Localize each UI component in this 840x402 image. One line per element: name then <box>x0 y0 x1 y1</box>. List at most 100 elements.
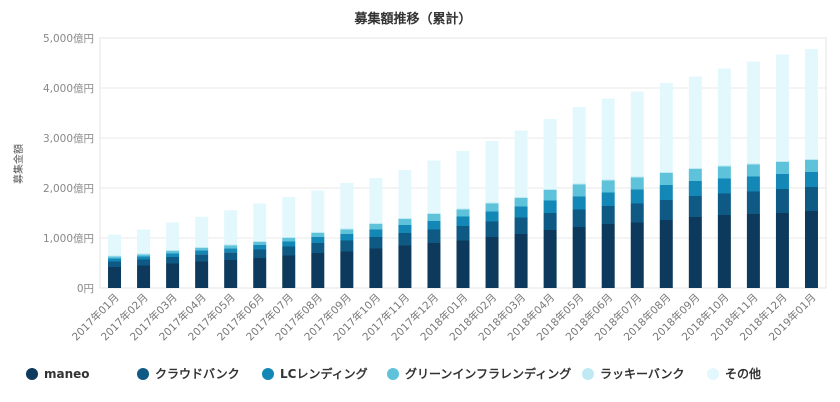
bar-segment <box>340 234 354 241</box>
bar-segment <box>630 177 644 190</box>
legend-marker <box>137 368 149 380</box>
bar-segment <box>659 83 673 172</box>
bar-segment <box>456 226 470 241</box>
legend-label: クラウドバンク <box>155 367 240 381</box>
bar-segment <box>601 206 615 224</box>
bar-segment <box>601 179 615 181</box>
bar-segment <box>195 254 209 262</box>
x-axis-ticks: 2017年01月2017年02月2017年03月2017年04月2017年05月… <box>69 291 818 343</box>
bar-segment <box>427 213 441 214</box>
bar-segment <box>137 253 151 255</box>
bar-segment <box>688 169 702 181</box>
bar-segment <box>630 91 644 177</box>
bar-segment <box>688 217 702 288</box>
bar-segment <box>137 265 151 288</box>
bar-segment <box>166 250 180 251</box>
bar-segment <box>340 240 354 252</box>
y-tick-label: 0円 <box>77 283 94 295</box>
bar-segment <box>224 260 238 288</box>
bar-segment <box>717 165 731 167</box>
bar-segment <box>224 252 238 260</box>
legend-item[interactable]: LCレンディング <box>262 366 368 381</box>
bar-segment <box>630 189 644 204</box>
bar-segment <box>485 203 499 212</box>
bar-segment <box>746 214 760 288</box>
bar-segment <box>369 229 383 237</box>
legend-label: ラッキーバンク <box>600 367 684 381</box>
bar-segment <box>804 160 818 172</box>
bar-segment <box>398 225 412 233</box>
legend-item[interactable]: グリーンインフラレンディング <box>387 366 571 381</box>
legend-item[interactable]: その他 <box>707 366 761 381</box>
bar-segment <box>717 68 731 166</box>
bar-segment <box>137 256 151 260</box>
bar-segment <box>572 184 586 197</box>
bar-segment <box>514 206 528 218</box>
bar-segment <box>108 256 122 259</box>
bar-segment <box>543 213 557 230</box>
legend: maneo クラウドバンク LCレンディング グリーンインフラレンディング ラッキーバン… <box>26 366 761 381</box>
bar-segment <box>282 246 296 256</box>
bar-segment <box>630 176 644 178</box>
bar-segment <box>717 193 731 215</box>
bar-segment <box>514 197 528 198</box>
bar-segment <box>369 237 383 249</box>
bar-segment <box>659 185 673 200</box>
bar-segment <box>572 107 586 184</box>
bar-segment <box>804 49 818 159</box>
y-axis-ticks: 0円 1,000億円 2,000億円 3,000億円 4,000億円 5,000億円 <box>43 32 94 295</box>
bar-segment <box>398 170 412 218</box>
bar-segment <box>601 192 615 206</box>
bar-segment <box>456 240 470 288</box>
bar-segment <box>746 61 760 164</box>
bar-segment <box>688 76 702 168</box>
legend-marker <box>387 368 399 380</box>
legend-item[interactable]: ラッキーバンク <box>582 367 684 381</box>
bar-segment <box>398 218 412 219</box>
bar-segment <box>282 237 296 238</box>
bar-segment <box>775 189 789 213</box>
bar-segment <box>688 168 702 169</box>
bar-segment <box>804 159 818 160</box>
bar-segment <box>717 215 731 288</box>
bar-segment <box>224 248 238 253</box>
bar-segment <box>253 245 267 250</box>
bar-segment <box>804 211 818 288</box>
bar-segment <box>717 178 731 194</box>
bar-segment <box>543 190 557 201</box>
bar-segment <box>137 254 151 257</box>
bar-segment <box>601 98 615 180</box>
bar-segment <box>659 200 673 220</box>
bar-segment <box>485 141 499 203</box>
bar-segment <box>485 211 499 222</box>
bars <box>108 49 818 288</box>
bar-segment <box>427 221 441 230</box>
bar-segment <box>253 258 267 288</box>
bar-segment <box>311 232 325 233</box>
bar-segment <box>514 130 528 197</box>
bar-segment <box>137 229 151 254</box>
bar-segment <box>746 176 760 192</box>
bar-segment <box>340 251 354 288</box>
bar-segment <box>427 243 441 288</box>
bar-segment <box>572 196 586 210</box>
bar-segment <box>398 245 412 288</box>
bar-segment <box>514 198 528 207</box>
legend-marker <box>582 368 594 380</box>
bar-segment <box>746 191 760 214</box>
bar-segment <box>572 183 586 185</box>
bar-segment <box>427 229 441 243</box>
bar-segment <box>137 259 151 266</box>
bar-segment <box>108 258 122 262</box>
bar-segment <box>166 222 180 250</box>
legend-item[interactable]: クラウドバンク <box>137 367 240 381</box>
bar-segment <box>601 180 615 193</box>
legend-item[interactable]: maneo <box>26 367 90 381</box>
bar-segment <box>514 234 528 288</box>
bar-segment <box>253 242 267 245</box>
bar-segment <box>311 237 325 243</box>
bar-segment <box>572 227 586 288</box>
bar-segment <box>775 54 789 161</box>
bar-segment <box>195 247 209 251</box>
